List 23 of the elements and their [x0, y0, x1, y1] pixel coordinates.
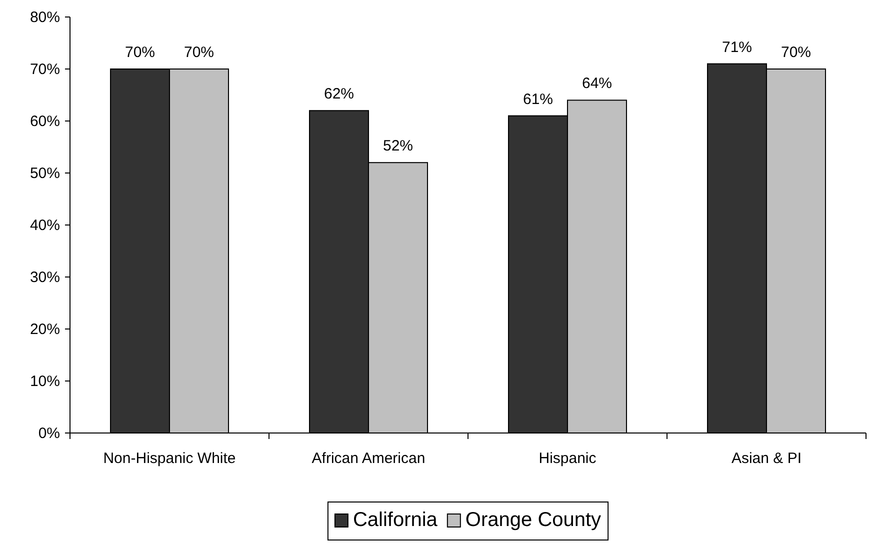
y-tick-label: 70%	[30, 60, 60, 78]
data-label: 64%	[582, 75, 612, 92]
y-tick-label: 50%	[30, 164, 60, 182]
data-label: 70%	[124, 44, 156, 61]
y-tick-label: 10%	[30, 372, 60, 390]
data-label: 61%	[522, 90, 554, 108]
data-label: 52%	[382, 138, 414, 155]
legend-label: California	[352, 509, 438, 531]
y-tick-label: 0%	[38, 424, 60, 442]
x-tick-label: Asian & PI	[731, 450, 802, 467]
y-tick-label: 30%	[30, 268, 60, 286]
x-tick-label: African American	[312, 450, 426, 467]
legend-label: Orange County	[465, 509, 602, 531]
y-tick-label: 80%	[30, 8, 60, 26]
data-label: 71%	[722, 38, 752, 56]
x-tick-label: Hispanic	[538, 450, 597, 467]
y-tick-label: 40%	[30, 216, 60, 234]
data-label: 62%	[324, 86, 354, 103]
y-tick-label: 20%	[30, 320, 60, 338]
data-label: 70%	[184, 44, 214, 61]
y-tick-label: 60%	[30, 112, 60, 130]
data-label: 70%	[780, 44, 812, 61]
x-tick-label: Non-Hispanic White	[103, 450, 236, 467]
